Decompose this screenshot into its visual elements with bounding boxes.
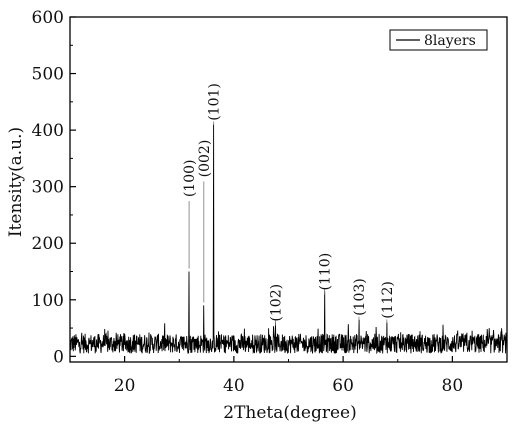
y-tick-label: 300 xyxy=(32,178,64,198)
annotation-layer: (100)(002) (101) (102) (110) (103) (112) xyxy=(182,83,396,326)
peak-label: (110) xyxy=(318,253,334,291)
y-tick-label: 600 xyxy=(32,8,64,28)
axes-layer: 0 100 200 300 400 500 600 20 40 60 80 xyxy=(32,8,508,396)
peak-label: (101) xyxy=(207,83,223,121)
legend-box xyxy=(389,29,488,51)
peak-label: (112) xyxy=(380,281,396,319)
peak-label: (002) xyxy=(197,140,213,178)
legend: 8layers xyxy=(389,29,488,51)
x-axis-title: 2Theta(degree) xyxy=(223,403,356,423)
x-tick-label: 20 xyxy=(114,376,136,396)
y-tick-label: 400 xyxy=(32,121,64,141)
y-tick-label: 0 xyxy=(53,347,64,367)
series-layer xyxy=(69,124,508,355)
y-tick-label: 500 xyxy=(32,65,64,85)
series-line-8layers xyxy=(69,124,508,355)
peak-label: (103) xyxy=(352,278,368,316)
x-tick-label: 60 xyxy=(332,376,354,396)
x-tick-label: 80 xyxy=(442,376,464,396)
legend-label: 8layers xyxy=(424,33,476,49)
y-tick-label: 100 xyxy=(32,291,64,311)
plot-frame xyxy=(69,16,508,363)
y-tick-label: 200 xyxy=(32,234,64,254)
peak-label: (100) xyxy=(182,159,198,197)
y-axis-title: Itensity(a.u.) xyxy=(6,127,26,237)
x-tick-label: 40 xyxy=(223,376,245,396)
peak-label: (102) xyxy=(268,284,284,322)
